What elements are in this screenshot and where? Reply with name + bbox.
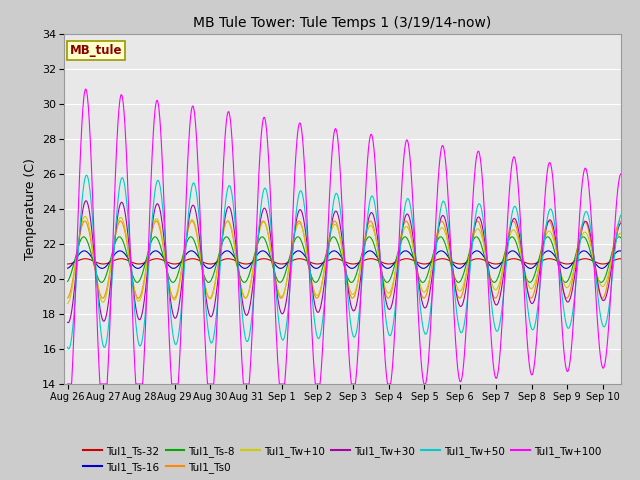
Y-axis label: Temperature (C): Temperature (C) [24, 158, 36, 260]
Title: MB Tule Tower: Tule Temps 1 (3/19/14-now): MB Tule Tower: Tule Temps 1 (3/19/14-now… [193, 16, 492, 30]
Text: MB_tule: MB_tule [70, 44, 122, 57]
Legend: Tul1_Ts-32, Tul1_Ts-16, Tul1_Ts-8, Tul1_Ts0, Tul1_Tw+10, Tul1_Tw+30, Tul1_Tw+50,: Tul1_Ts-32, Tul1_Ts-16, Tul1_Ts-8, Tul1_… [79, 442, 605, 477]
